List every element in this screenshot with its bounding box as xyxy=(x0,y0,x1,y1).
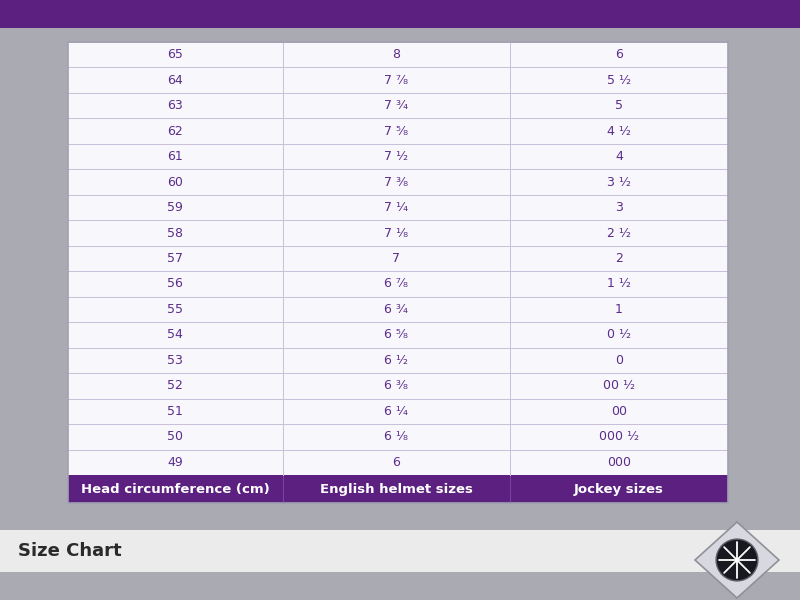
Text: Head circumference (cm): Head circumference (cm) xyxy=(81,482,270,496)
FancyBboxPatch shape xyxy=(0,530,800,572)
Circle shape xyxy=(716,539,758,581)
Text: 6: 6 xyxy=(393,456,400,469)
Text: 7 ¹⁄₈: 7 ¹⁄₈ xyxy=(384,227,409,239)
Text: 1: 1 xyxy=(615,303,623,316)
FancyBboxPatch shape xyxy=(68,398,728,424)
Text: 7 ⁵⁄₈: 7 ⁵⁄₈ xyxy=(384,125,409,137)
FancyBboxPatch shape xyxy=(68,169,728,195)
Text: 52: 52 xyxy=(167,379,183,392)
Text: 1 ¹⁄₂: 1 ¹⁄₂ xyxy=(607,277,631,290)
Text: 64: 64 xyxy=(167,74,183,87)
Text: 0 ¹⁄₂: 0 ¹⁄₂ xyxy=(607,328,631,341)
FancyBboxPatch shape xyxy=(68,144,728,169)
FancyBboxPatch shape xyxy=(68,42,728,503)
Text: 63: 63 xyxy=(167,99,183,112)
FancyBboxPatch shape xyxy=(68,246,728,271)
FancyBboxPatch shape xyxy=(0,0,800,28)
FancyBboxPatch shape xyxy=(68,347,728,373)
FancyBboxPatch shape xyxy=(68,118,728,144)
Text: 55: 55 xyxy=(167,303,183,316)
Text: 56: 56 xyxy=(167,277,183,290)
Text: 0: 0 xyxy=(615,354,623,367)
Text: 59: 59 xyxy=(167,201,183,214)
FancyBboxPatch shape xyxy=(68,220,728,246)
FancyBboxPatch shape xyxy=(68,42,728,67)
Text: 6 ³⁄₄: 6 ³⁄₄ xyxy=(384,303,408,316)
FancyBboxPatch shape xyxy=(68,67,728,93)
FancyBboxPatch shape xyxy=(68,475,728,503)
Text: 000 ¹⁄₂: 000 ¹⁄₂ xyxy=(599,430,639,443)
Text: 6 ¹⁄₄: 6 ¹⁄₄ xyxy=(384,405,408,418)
Text: 57: 57 xyxy=(167,252,183,265)
Text: 4 ¹⁄₂: 4 ¹⁄₂ xyxy=(607,125,631,137)
FancyBboxPatch shape xyxy=(68,424,728,449)
Text: 61: 61 xyxy=(167,150,183,163)
Text: 8: 8 xyxy=(392,48,400,61)
Text: 6: 6 xyxy=(615,48,623,61)
Text: 7 ³⁄₄: 7 ³⁄₄ xyxy=(384,99,409,112)
Text: Size Chart: Size Chart xyxy=(18,542,122,560)
Text: 53: 53 xyxy=(167,354,183,367)
Text: 2: 2 xyxy=(615,252,623,265)
Text: 49: 49 xyxy=(167,456,183,469)
Text: English helmet sizes: English helmet sizes xyxy=(320,482,473,496)
FancyBboxPatch shape xyxy=(68,93,728,118)
Text: 6 ³⁄₈: 6 ³⁄₈ xyxy=(384,379,408,392)
Text: 4: 4 xyxy=(615,150,623,163)
Text: 6 ¹⁄₂: 6 ¹⁄₂ xyxy=(384,354,408,367)
Text: 00: 00 xyxy=(611,405,627,418)
Text: 6 ¹⁄₈: 6 ¹⁄₈ xyxy=(384,430,408,443)
Polygon shape xyxy=(695,522,779,598)
Text: 5: 5 xyxy=(615,99,623,112)
Text: 6 ⁷⁄₈: 6 ⁷⁄₈ xyxy=(384,277,408,290)
FancyBboxPatch shape xyxy=(68,297,728,322)
Text: 54: 54 xyxy=(167,328,183,341)
Text: 51: 51 xyxy=(167,405,183,418)
Text: 50: 50 xyxy=(167,430,183,443)
FancyBboxPatch shape xyxy=(68,322,728,347)
FancyBboxPatch shape xyxy=(68,449,728,475)
Text: 62: 62 xyxy=(167,125,183,137)
Text: 60: 60 xyxy=(167,176,183,188)
Text: 7 ³⁄₈: 7 ³⁄₈ xyxy=(384,176,409,188)
Text: Jockey sizes: Jockey sizes xyxy=(574,482,664,496)
Text: 65: 65 xyxy=(167,48,183,61)
Text: 6 ⁵⁄₈: 6 ⁵⁄₈ xyxy=(384,328,408,341)
Text: 58: 58 xyxy=(167,227,183,239)
FancyBboxPatch shape xyxy=(68,271,728,297)
Text: 2 ¹⁄₂: 2 ¹⁄₂ xyxy=(607,227,631,239)
Text: 7 ¹⁄₄: 7 ¹⁄₄ xyxy=(384,201,409,214)
Text: 00 ¹⁄₂: 00 ¹⁄₂ xyxy=(603,379,635,392)
FancyBboxPatch shape xyxy=(68,195,728,220)
FancyBboxPatch shape xyxy=(68,373,728,398)
Text: 7: 7 xyxy=(392,252,400,265)
Text: 000: 000 xyxy=(607,456,631,469)
Text: 3 ¹⁄₂: 3 ¹⁄₂ xyxy=(607,176,631,188)
Text: 7 ⁷⁄₈: 7 ⁷⁄₈ xyxy=(384,74,409,87)
Text: 5 ¹⁄₂: 5 ¹⁄₂ xyxy=(607,74,631,87)
Text: 7 ¹⁄₂: 7 ¹⁄₂ xyxy=(384,150,409,163)
Text: 3: 3 xyxy=(615,201,623,214)
